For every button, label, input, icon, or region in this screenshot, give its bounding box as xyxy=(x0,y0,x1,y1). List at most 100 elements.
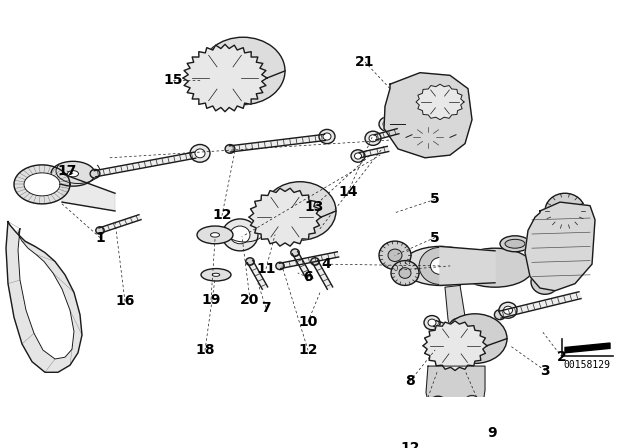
Text: 16: 16 xyxy=(115,294,134,308)
Ellipse shape xyxy=(425,135,431,140)
Circle shape xyxy=(465,395,479,408)
Circle shape xyxy=(391,261,419,285)
Ellipse shape xyxy=(264,182,336,240)
Text: 17: 17 xyxy=(58,164,77,178)
Ellipse shape xyxy=(196,54,255,102)
Ellipse shape xyxy=(412,125,445,149)
Ellipse shape xyxy=(371,134,379,141)
Text: 13: 13 xyxy=(304,199,324,214)
Ellipse shape xyxy=(218,72,232,84)
Text: 00158129: 00158129 xyxy=(563,360,611,370)
Ellipse shape xyxy=(90,169,100,178)
Circle shape xyxy=(355,153,362,159)
Ellipse shape xyxy=(51,161,95,186)
Polygon shape xyxy=(94,152,196,177)
Circle shape xyxy=(531,269,559,294)
Circle shape xyxy=(450,318,466,332)
Circle shape xyxy=(319,129,335,144)
Polygon shape xyxy=(247,260,268,289)
Circle shape xyxy=(383,121,391,128)
Text: 19: 19 xyxy=(202,293,221,306)
Polygon shape xyxy=(416,84,464,120)
Ellipse shape xyxy=(449,341,461,350)
Circle shape xyxy=(545,193,585,228)
Ellipse shape xyxy=(402,246,478,285)
Text: 4: 4 xyxy=(321,257,331,271)
Polygon shape xyxy=(183,44,267,112)
Polygon shape xyxy=(24,173,60,196)
Ellipse shape xyxy=(436,99,444,105)
Ellipse shape xyxy=(278,212,291,222)
Ellipse shape xyxy=(406,121,450,153)
Ellipse shape xyxy=(211,233,220,237)
Ellipse shape xyxy=(505,239,525,248)
Circle shape xyxy=(399,268,411,278)
Ellipse shape xyxy=(423,90,457,114)
Ellipse shape xyxy=(412,119,456,151)
Text: 20: 20 xyxy=(240,293,260,306)
Ellipse shape xyxy=(96,227,104,234)
Text: 2: 2 xyxy=(557,350,567,364)
Polygon shape xyxy=(292,251,313,280)
Polygon shape xyxy=(249,188,321,246)
Circle shape xyxy=(230,226,250,244)
Circle shape xyxy=(222,219,258,251)
Text: 3: 3 xyxy=(540,363,550,378)
Polygon shape xyxy=(374,129,399,140)
Text: 11: 11 xyxy=(256,262,276,276)
Ellipse shape xyxy=(311,258,319,265)
Ellipse shape xyxy=(197,226,233,244)
Ellipse shape xyxy=(433,328,477,363)
Text: 21: 21 xyxy=(355,55,375,69)
Text: 8: 8 xyxy=(405,374,415,388)
Polygon shape xyxy=(499,292,581,318)
Ellipse shape xyxy=(291,249,300,256)
Circle shape xyxy=(434,401,442,408)
Ellipse shape xyxy=(457,248,533,287)
Circle shape xyxy=(351,150,365,162)
Ellipse shape xyxy=(420,132,436,143)
Ellipse shape xyxy=(430,319,440,328)
Text: 15: 15 xyxy=(163,73,183,87)
Circle shape xyxy=(369,135,377,142)
Text: 6: 6 xyxy=(303,271,313,284)
Circle shape xyxy=(379,117,395,131)
Ellipse shape xyxy=(430,95,450,109)
Ellipse shape xyxy=(208,65,242,91)
Ellipse shape xyxy=(271,206,300,229)
Text: 9: 9 xyxy=(487,426,497,439)
Ellipse shape xyxy=(246,258,254,265)
Circle shape xyxy=(431,398,445,410)
Circle shape xyxy=(419,247,461,284)
Ellipse shape xyxy=(260,197,310,237)
Ellipse shape xyxy=(500,236,530,252)
Ellipse shape xyxy=(443,314,507,363)
Ellipse shape xyxy=(201,37,285,104)
Ellipse shape xyxy=(225,145,235,153)
Text: 18: 18 xyxy=(195,343,215,357)
Circle shape xyxy=(379,241,411,269)
Ellipse shape xyxy=(494,310,506,319)
Circle shape xyxy=(388,249,402,262)
Text: 10: 10 xyxy=(298,315,317,329)
Text: 7: 7 xyxy=(261,301,271,314)
Polygon shape xyxy=(525,202,595,291)
Circle shape xyxy=(504,306,513,314)
Ellipse shape xyxy=(356,151,364,159)
Polygon shape xyxy=(279,252,339,268)
Circle shape xyxy=(429,396,447,412)
Polygon shape xyxy=(62,174,115,211)
Ellipse shape xyxy=(67,171,79,177)
Circle shape xyxy=(424,315,440,330)
Circle shape xyxy=(190,145,210,162)
Text: 1: 1 xyxy=(95,231,105,245)
Text: 14: 14 xyxy=(339,185,358,199)
Polygon shape xyxy=(6,222,82,372)
Circle shape xyxy=(539,276,551,287)
Circle shape xyxy=(499,302,517,318)
Polygon shape xyxy=(423,321,487,370)
Polygon shape xyxy=(18,228,74,359)
Polygon shape xyxy=(359,146,388,158)
Polygon shape xyxy=(445,285,468,337)
Polygon shape xyxy=(230,134,326,152)
